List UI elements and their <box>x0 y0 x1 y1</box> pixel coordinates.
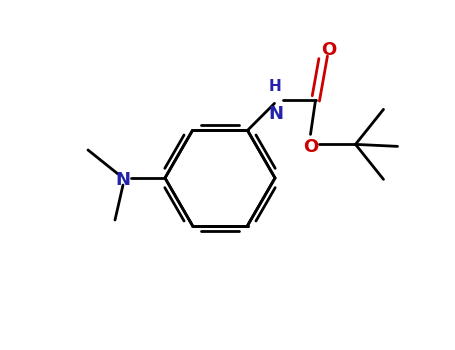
Text: N: N <box>116 171 131 189</box>
Text: N: N <box>268 105 283 123</box>
Text: O: O <box>303 138 318 156</box>
Text: H: H <box>269 79 282 94</box>
Text: O: O <box>321 41 336 60</box>
